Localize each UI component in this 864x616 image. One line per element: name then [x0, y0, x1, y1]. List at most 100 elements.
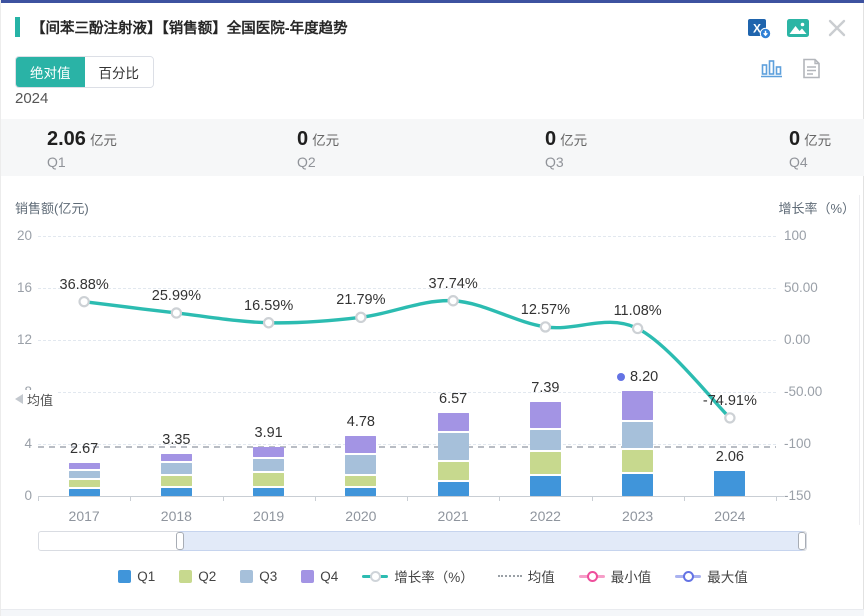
legend-item-q1[interactable]: Q1 — [118, 569, 155, 584]
growth-line-layer — [78, 295, 736, 424]
growth-point-2019[interactable] — [262, 317, 275, 329]
excel-export-icon[interactable]: X — [747, 16, 771, 40]
growth-point-2024[interactable] — [724, 412, 736, 424]
gridline — [38, 236, 776, 237]
growth-label-2022: 12.57% — [520, 301, 570, 318]
bar-segment-q2-2021[interactable] — [437, 461, 469, 481]
bar-segment-q2-2017[interactable] — [68, 480, 100, 487]
plot-area[interactable]: 2.67 3.35 3.91 4.78 6.57 7.39 8.20 2.06 36.88% 25… — [38, 236, 776, 496]
bar-segment-q4-2021[interactable] — [437, 412, 469, 431]
datazoom-selected-range[interactable] — [176, 531, 806, 551]
legend-item-q2[interactable]: Q2 — [179, 569, 216, 584]
bar-total-label-2019: 3.91 — [254, 425, 283, 442]
x-axis-tick — [499, 496, 501, 501]
stat-q1: 2.06 亿元 Q1 — [47, 128, 117, 170]
x-axis-label-2020[interactable]: 2020 — [345, 508, 377, 524]
legend-item-dashed[interactable]: 均值 — [497, 566, 555, 586]
stat-q2-value: 0 — [297, 128, 309, 150]
x-axis-label-2018[interactable]: 2018 — [160, 508, 192, 524]
legend-item-line-marker[interactable]: 增长率（%） — [362, 566, 474, 586]
datazoom-slider[interactable] — [38, 531, 807, 551]
x-axis-tick — [130, 496, 132, 501]
gridline — [38, 288, 776, 289]
bar-segment-q1-2023[interactable] — [622, 473, 654, 496]
legend-label: Q1 — [137, 568, 156, 584]
bar-segment-q1-2017[interactable] — [68, 488, 100, 496]
growth-point-2017[interactable] — [78, 295, 90, 308]
growth-point-2023[interactable] — [631, 322, 644, 335]
bar-segment-q3-2021[interactable] — [437, 433, 469, 460]
x-axis-label-2024[interactable]: 2024 — [714, 508, 746, 524]
export-image-icon[interactable] — [786, 16, 810, 40]
stat-q3-value: 0 — [545, 128, 557, 150]
chart-view-icon[interactable] — [759, 56, 783, 80]
legend-item-ring-line[interactable]: 最小值 — [578, 566, 652, 586]
growth-point-2021[interactable] — [447, 295, 459, 307]
bar-segment-q3-2020[interactable] — [345, 455, 377, 475]
bar-segment-q4-2017[interactable] — [68, 463, 100, 470]
table-view-icon[interactable] — [799, 56, 823, 80]
bar-segment-q4-2018[interactable] — [160, 454, 192, 462]
svg-text:X: X — [753, 22, 761, 36]
bar-segment-q2-2019[interactable] — [253, 472, 285, 487]
growth-label-2023: 11.08% — [613, 303, 662, 320]
bar-segment-q1-2021[interactable] — [437, 482, 469, 496]
bar-segment-q4-2023[interactable] — [622, 391, 654, 420]
bar-segment-q1-2022[interactable] — [529, 476, 561, 496]
chart-legend: Q1 Q2 Q3 Q4 增长率（%） 均值 最小值 最大值 — [1, 566, 864, 586]
left-axis-tick: 12 — [16, 332, 32, 347]
legend-label: Q3 — [259, 568, 278, 584]
stat-q4: 0 亿元 Q4 — [789, 128, 831, 170]
mean-marker-icon — [15, 394, 23, 404]
bar-segment-q4-2022[interactable] — [529, 401, 561, 429]
bar-segment-q1-2020[interactable] — [345, 488, 377, 496]
gridline — [38, 392, 776, 393]
growth-point-2018[interactable] — [170, 307, 183, 319]
bar-segment-q4-2020[interactable] — [345, 435, 377, 454]
datazoom-left-handle[interactable] — [176, 532, 184, 550]
x-axis-label-2021[interactable]: 2021 — [437, 508, 469, 524]
right-axis-tick: -150 — [784, 488, 812, 503]
growth-point-2020[interactable] — [355, 311, 367, 324]
legend-line-marker-icon — [675, 570, 702, 582]
legend-square-icon — [118, 569, 132, 583]
x-axis-label-2023[interactable]: 2023 — [622, 508, 654, 524]
legend-dashed-icon — [497, 575, 522, 577]
bar-segment-q2-2020[interactable] — [345, 476, 377, 487]
x-axis-tick — [591, 496, 593, 501]
bottom-scrollbar-track[interactable] — [1, 609, 864, 616]
legend-label: 最小值 — [610, 570, 652, 585]
bar-segment-q3-2018[interactable] — [160, 463, 192, 474]
x-axis-label-2019[interactable]: 2019 — [253, 508, 285, 524]
growth-point-2022[interactable] — [539, 321, 552, 333]
x-axis-label-2022[interactable]: 2022 — [529, 508, 561, 524]
mean-line — [38, 445, 776, 448]
bar-segment-q1-2024[interactable] — [714, 471, 746, 496]
bar-segment-q1-2018[interactable] — [160, 488, 192, 496]
legend-label: 最大值 — [707, 570, 748, 585]
x-axis-label-2017[interactable]: 2017 — [68, 508, 100, 524]
growth-label-2024: -74.91% — [702, 392, 757, 409]
stat-q2-unit: 亿元 — [312, 133, 340, 148]
bar-segment-q3-2022[interactable] — [529, 430, 561, 450]
bar-segment-q2-2023[interactable] — [622, 450, 654, 472]
tab-percentage[interactable]: 百分比 — [84, 57, 153, 87]
bar-segment-q2-2022[interactable] — [529, 451, 561, 475]
bar-segment-q3-2017[interactable] — [68, 471, 100, 479]
tab-absolute-value[interactable]: 绝对值 — [16, 57, 85, 87]
bar-segment-q3-2023[interactable] — [622, 421, 654, 449]
x-axis-tick — [38, 496, 39, 501]
bar-segment-q2-2018[interactable] — [160, 475, 192, 487]
mean-annotation: 均值 — [15, 390, 57, 408]
datazoom-right-handle[interactable] — [798, 532, 806, 550]
bar-segment-q1-2019[interactable] — [253, 488, 285, 496]
legend-item-q4[interactable]: Q4 — [301, 569, 338, 584]
close-icon[interactable] — [825, 16, 849, 40]
bar-segment-q3-2019[interactable] — [253, 459, 285, 471]
stat-q3: 0 亿元 Q3 — [545, 128, 587, 170]
legend-item-q3[interactable]: Q3 — [240, 569, 277, 584]
legend-item-ring-line[interactable]: 最大值 — [675, 566, 748, 586]
bar-segment-q4-2019[interactable] — [253, 447, 285, 458]
mean-annotation-label: 均值 — [27, 392, 54, 408]
left-axis-tick: 0 — [24, 488, 32, 503]
